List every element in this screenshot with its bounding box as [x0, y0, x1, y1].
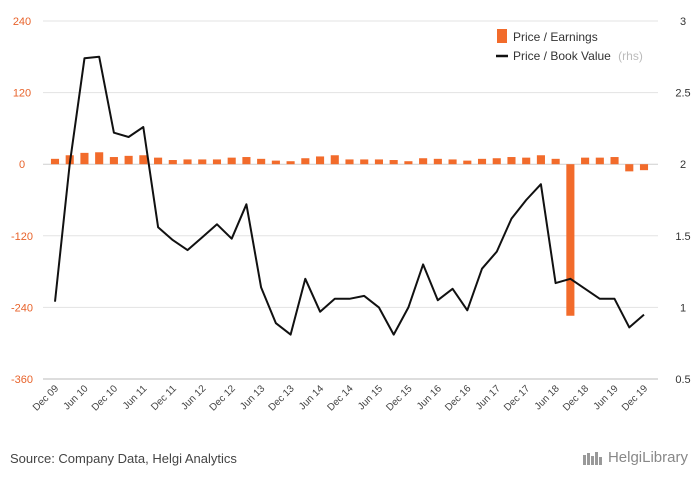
pe-bar: [463, 160, 472, 165]
x-tick-label: Jun 11: [121, 383, 150, 412]
x-tick-label: Jun 18: [533, 383, 562, 412]
pe-bar: [139, 155, 148, 165]
pe-bar: [124, 155, 133, 165]
pe-bar: [286, 161, 295, 165]
right-tick-label: 0.5: [675, 374, 690, 386]
pe-bar: [198, 159, 207, 165]
pe-bar: [154, 157, 163, 165]
legend-pe-swatch: [497, 29, 507, 43]
pbv-line: [54, 55, 645, 336]
x-tick-label: Jun 10: [62, 383, 91, 412]
pe-bar: [522, 157, 531, 165]
right-tick-label: 1: [680, 302, 686, 314]
x-tick-label: Dec 18: [561, 383, 591, 413]
pe-bar: [227, 157, 236, 165]
x-tick-label: Dec 09: [31, 383, 61, 413]
legend-pbv-name: Price / Book Value: [513, 49, 611, 63]
source-note: Source: Company Data, Helgi Analytics: [10, 451, 237, 466]
pe-bar: [404, 161, 413, 165]
x-tick-label: Dec 16: [443, 383, 473, 413]
pe-bar: [477, 158, 487, 165]
pe-bar: [595, 157, 604, 165]
legend-pe-label: Price / Earnings: [513, 30, 598, 44]
pe-bar: [183, 159, 192, 165]
pe-bar: [507, 157, 516, 165]
left-tick-label: -120: [11, 231, 33, 243]
pe-bar: [581, 157, 590, 165]
pe-bar: [419, 158, 428, 165]
x-tick-label: Jun 19: [592, 383, 621, 412]
pe-bar: [80, 152, 89, 165]
x-tick-label: Dec 19: [620, 383, 650, 413]
right-tick-label: 3: [680, 16, 686, 28]
pe-bar: [109, 157, 118, 165]
pe-bar: [301, 158, 310, 165]
x-tick-label: Dec 17: [502, 383, 532, 413]
pe-bar: [551, 158, 560, 165]
pe-bar: [433, 158, 442, 165]
pe-bar: [536, 155, 545, 165]
helgi-logo: HelgiLibrary: [582, 449, 688, 466]
pe-bar: [639, 164, 649, 171]
x-tick-label: Dec 13: [267, 383, 297, 413]
x-tick-label: Jun 17: [474, 383, 503, 412]
pe-bar: [330, 155, 339, 165]
x-tick-label: Jun 12: [179, 383, 208, 412]
right-tick-label: 2.5: [675, 88, 690, 100]
pe-bar: [95, 152, 104, 165]
x-tick-label: Dec 10: [90, 383, 120, 413]
legend-pbv-label: Price / Book Value (rhs): [513, 49, 643, 63]
pe-bar: [610, 157, 619, 165]
x-tick-label: Jun 15: [356, 383, 385, 412]
pe-bar: [566, 164, 575, 316]
grid: [43, 20, 658, 380]
left-tick-label: 240: [13, 16, 31, 28]
library-logo-icon: [582, 451, 602, 465]
pe-bar: [492, 158, 501, 165]
pe-bar: [168, 160, 177, 165]
x-tick-label: Dec 12: [208, 383, 238, 413]
pe-bar: [50, 158, 60, 165]
legend: Price / Earnings Price / Book Value (rhs…: [496, 29, 643, 63]
pe-bar: [448, 159, 457, 165]
pe-bar: [242, 157, 251, 165]
pe-bar: [271, 160, 280, 165]
right-tick-label: 1.5: [675, 231, 690, 243]
x-tick-label: Dec 14: [325, 383, 355, 413]
pe-bar: [360, 159, 369, 165]
pe-bar: [345, 159, 354, 165]
left-tick-label: 0: [19, 159, 25, 171]
pbv-line-group: [54, 55, 645, 336]
x-tick-label: Jun 14: [297, 383, 326, 412]
legend-pbv-suffix: (rhs): [618, 49, 643, 63]
pe-bar: [257, 158, 266, 165]
pe-bar: [212, 159, 222, 165]
left-tick-label: -240: [11, 302, 33, 314]
x-tick-label: Jun 16: [415, 383, 444, 412]
left-tick-label: -360: [11, 374, 33, 386]
pe-bars: [50, 152, 649, 316]
x-tick-label: Dec 11: [149, 383, 179, 413]
left-tick-label: 120: [13, 88, 31, 100]
x-tick-label: Dec 15: [384, 383, 414, 413]
pe-bar: [625, 164, 634, 172]
pe-bar: [374, 159, 383, 165]
right-tick-label: 2: [680, 159, 686, 171]
logo-text: HelgiLibrary: [607, 449, 688, 466]
pe-bar: [389, 160, 398, 165]
x-tick-label: Jun 13: [238, 383, 267, 412]
pe-bar: [316, 156, 325, 165]
